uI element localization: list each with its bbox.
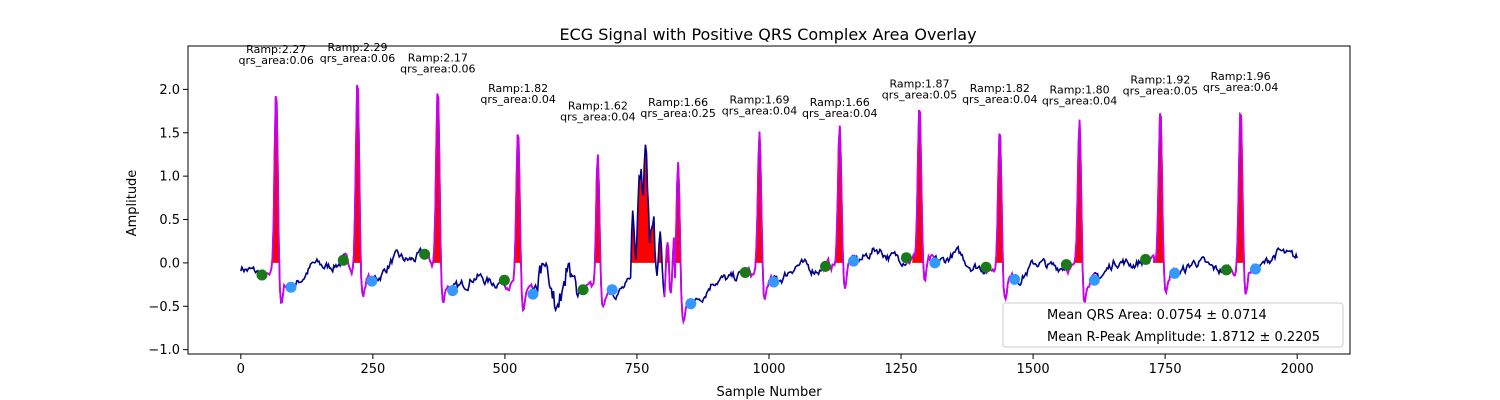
qrs-onset-marker-9	[1060, 259, 1072, 271]
qrs-onset-marker-5	[739, 266, 751, 278]
qrs-area-label-9: qrs_area:0.04	[962, 93, 1037, 106]
qrs-offset-marker-12	[1249, 263, 1261, 275]
qrs-onset-marker-1	[337, 254, 349, 266]
x-tick-label-0: 0	[237, 362, 245, 377]
qrs-area-label-10: qrs_area:0.04	[1042, 95, 1117, 108]
y-tick-label-5: 1.5	[159, 126, 180, 141]
qrs-offset-marker-7	[848, 255, 860, 267]
x-tick-label-1: 250	[360, 362, 385, 377]
qrs-area-label-8: qrs_area:0.05	[882, 89, 957, 102]
qrs-area-fill-10	[1072, 119, 1087, 263]
r-amplitude-label-6: Ramp:1.69	[729, 93, 789, 106]
x-tick-label-5: 1250	[884, 362, 917, 377]
qrs-area-fill-8	[912, 110, 927, 263]
qrs-area-label-12: qrs_area:0.04	[1203, 81, 1278, 94]
qrs-area-fill-3	[510, 134, 526, 263]
y-tick-label-3: 0.5	[159, 213, 180, 228]
qrs-segment-line-12	[1226, 112, 1256, 295]
qrs-offset-marker-5	[685, 298, 697, 310]
qrs-offset-marker-9	[1009, 273, 1021, 285]
r-amplitude-label-3: Ramp:1.82	[488, 82, 548, 95]
y-tick-label-4: 1.0	[159, 170, 180, 185]
r-amplitude-label-12: Ramp:1.96	[1211, 70, 1271, 83]
qrs-offset-marker-2	[447, 285, 459, 297]
r-amplitude-label-4: Ramp:1.62	[568, 99, 628, 112]
y-axis-ticks: −1.0 −0.5 0.0 0.5 1.0 1.5 2.0	[148, 83, 188, 358]
y-tick-label-2: 0.0	[159, 256, 180, 271]
x-tick-label-6: 1500	[1017, 362, 1050, 377]
qrs-offset-marker-0	[285, 281, 297, 293]
qrs-onset-marker-4	[577, 284, 589, 296]
qrs-area-fill-1	[350, 85, 365, 263]
qrs-offset-marker-3	[527, 288, 539, 300]
qrs-segment-line-1	[343, 85, 373, 297]
qrs-area-fill-6	[752, 131, 767, 263]
qrs-area-label-0: qrs_area:0.06	[238, 54, 313, 67]
qrs-onset-marker-6	[820, 260, 832, 272]
qrs-onset-marker-0	[256, 269, 268, 281]
x-tick-label-7: 1750	[1149, 362, 1182, 377]
x-axis-ticks: 0 250 500 750 1000 1250 1500 1750 2000	[237, 354, 1314, 377]
qrs-onset-marker-3	[498, 274, 510, 286]
qrs-area-label-5: qrs_area:0.25	[640, 107, 715, 120]
y-tick-label-6: 2.0	[159, 83, 180, 98]
qrs-area-label-2: qrs_area:0.06	[400, 63, 475, 76]
legend-entry-mean-r-peak-amplitude: Mean R-Peak Amplitude: 1.8712 ± 0.2205	[1047, 330, 1320, 345]
y-tick-label-1: −0.5	[148, 300, 180, 315]
legend: Mean QRS Area: 0.0754 ± 0.0714 Mean R-Pe…	[1002, 302, 1344, 348]
qrs-segment-line-3	[504, 134, 534, 313]
r-amplitude-label-2: Ramp:2.17	[408, 52, 468, 65]
r-amplitude-label-5: Ramp:1.66	[648, 96, 708, 109]
qrs-area-fill-9	[992, 133, 1008, 263]
qrs-area-fill-5	[670, 162, 686, 263]
qrs-area-fill-4	[590, 154, 606, 263]
x-tick-label-8: 2000	[1281, 362, 1314, 377]
qrs-offset-marker-10	[1088, 274, 1100, 286]
r-amplitude-label-9: Ramp:1.82	[970, 82, 1030, 95]
qrs-area-label-3: qrs_area:0.04	[480, 93, 555, 106]
qrs-area-fill-7	[832, 125, 848, 263]
plot-area	[240, 85, 1298, 325]
qrs-offset-marker-8	[929, 257, 941, 269]
qrs-area-fill-2	[430, 93, 446, 263]
r-amplitude-label-7: Ramp:1.66	[810, 96, 870, 109]
chart-title: ECG Signal with Positive QRS Complex Are…	[559, 25, 976, 44]
x-tick-label-2: 500	[492, 362, 517, 377]
qrs-area-label-1: qrs_area:0.06	[320, 52, 395, 65]
qrs-area-label-7: qrs_area:0.04	[802, 107, 877, 120]
legend-entry-mean-qrs-area: Mean QRS Area: 0.0754 ± 0.0714	[1047, 308, 1267, 323]
r-amplitude-label-10: Ramp:1.80	[1050, 84, 1110, 97]
qrs-onset-marker-7	[900, 252, 912, 264]
qrs-area-label-11: qrs_area:0.05	[1123, 84, 1198, 97]
y-axis-label: Amplitude	[125, 170, 140, 237]
qrs-onset-marker-10	[1140, 253, 1152, 265]
r-amplitude-label-1: Ramp:2.29	[328, 41, 388, 54]
qrs-onset-marker-11	[1220, 264, 1232, 276]
qrs-offset-marker-4	[606, 284, 618, 296]
qrs-area-label-6: qrs_area:0.04	[722, 104, 797, 117]
y-tick-label-0: −1.0	[148, 343, 180, 358]
r-amplitude-label-0: Ramp:2.27	[246, 43, 306, 56]
qrs-area-fill-12	[1233, 114, 1249, 263]
qrs-area-fill-0	[268, 96, 284, 263]
qrs-area-fill-wide	[630, 144, 675, 263]
qrs-offset-marker-11	[1169, 267, 1181, 279]
peak-annotations: Ramp:2.27qrs_area:0.06Ramp:2.29qrs_area:…	[238, 41, 1278, 123]
ecg-signal-line	[240, 85, 1298, 325]
x-axis-label: Sample Number	[716, 385, 822, 400]
x-tick-label-3: 750	[625, 362, 650, 377]
qrs-onset-marker-8	[980, 261, 992, 273]
r-amplitude-label-8: Ramp:1.87	[890, 78, 950, 91]
r-amplitude-label-11: Ramp:1.92	[1130, 73, 1190, 86]
qrs-segment-line-2	[424, 93, 453, 304]
qrs-offset-marker-6	[768, 276, 780, 288]
legend-box	[1002, 302, 1344, 348]
qrs-area-fill-11	[1152, 113, 1168, 263]
qrs-onset-marker-2	[419, 248, 431, 260]
qrs-offset-marker-1	[366, 275, 378, 287]
qrs-area-label-4: qrs_area:0.04	[560, 110, 635, 123]
x-tick-label-4: 1000	[752, 362, 785, 377]
